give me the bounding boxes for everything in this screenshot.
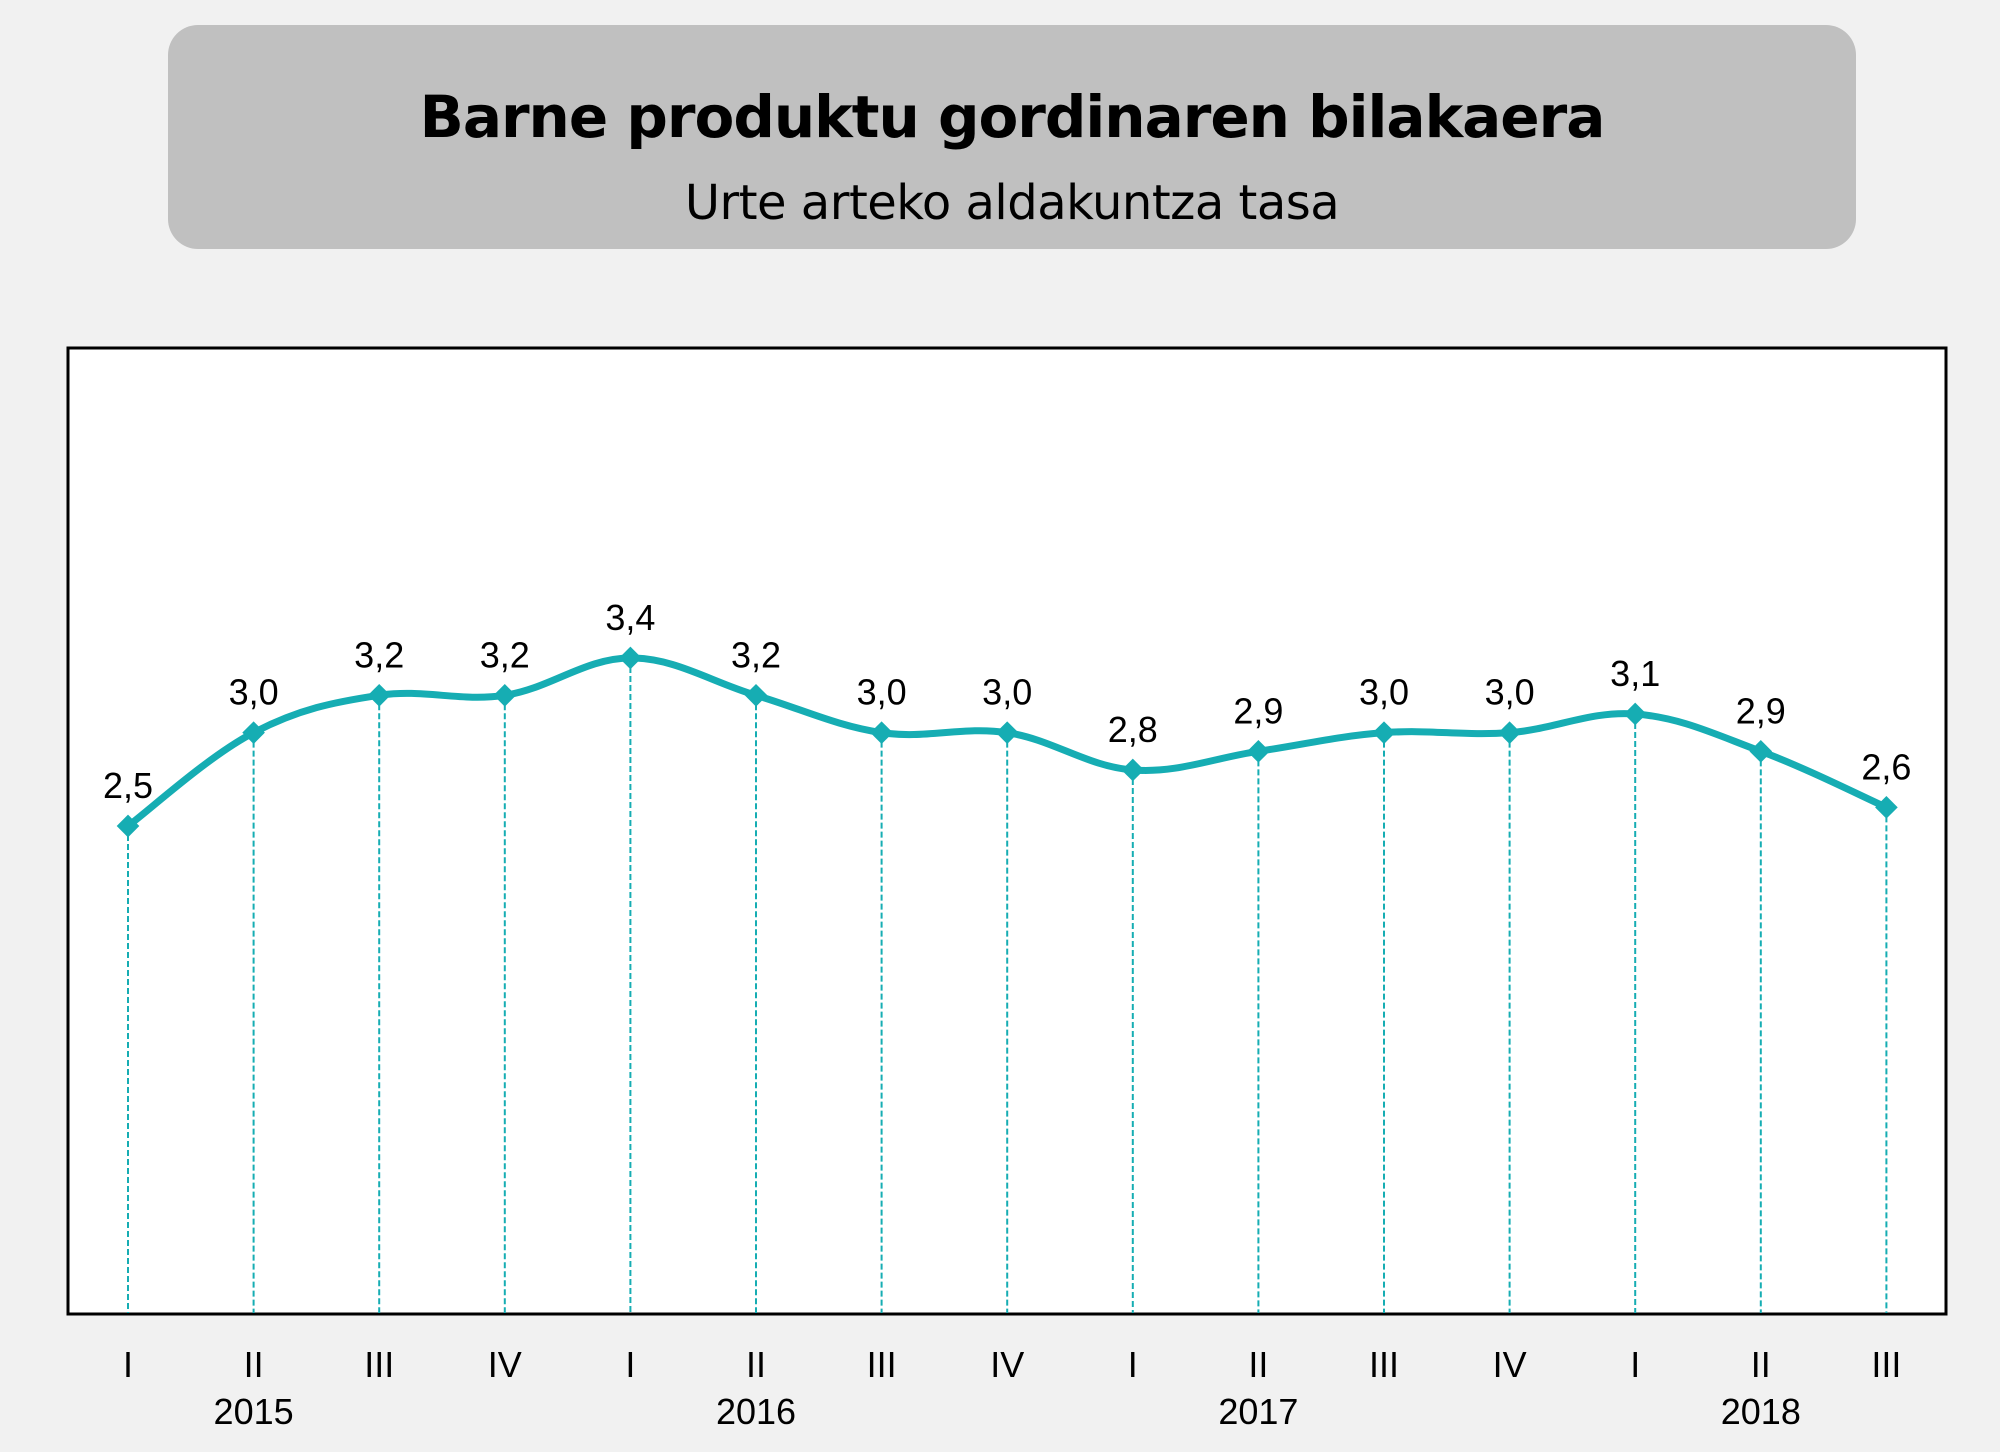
data-label: 3,0 [1485,672,1535,713]
data-label: 2,9 [1233,690,1283,731]
chart-title: Barne produktu gordinaren bilakaera [419,83,1606,151]
x-tick-label: I [1128,1344,1138,1385]
diamond-marker [493,683,517,707]
diamond-marker [995,721,1019,744]
data-label: 3,0 [229,672,279,713]
x-tick-label: II [244,1344,264,1385]
diamond-marker [1247,740,1270,763]
plot-area [66,346,1948,1316]
year-label: 2015 [214,1391,294,1432]
x-tick-label: II [1248,1344,1268,1385]
data-markers [116,646,1898,838]
diamond-marker [744,683,768,707]
x-tick-label: III [1871,1344,1901,1385]
x-tick-label: III [1369,1344,1399,1385]
diamond-marker [1498,721,1521,744]
diamond-marker [1875,796,1898,819]
data-label: 3,4 [605,597,655,638]
chart-subtitle: Urte arteko aldakuntza tasa [684,175,1340,231]
diamond-marker [1372,721,1396,744]
x-tick-label: II [746,1344,766,1385]
x-tick-label: III [364,1344,394,1385]
diamond-marker [1749,740,1773,763]
diamond-marker [619,646,642,670]
data-label: 2,8 [1108,709,1158,750]
data-labels: 2,5 3,0 3,2 3,2 3,4 3,2 3,0 3,0 2,8 2,9 3,0 3,0 3,1 2… [103,597,1911,806]
data-label: 3,2 [480,634,530,675]
diamond-marker [367,683,391,707]
year-label: 2016 [716,1391,796,1432]
x-tick-label: IV [1493,1344,1527,1385]
year-label: 2017 [1218,1391,1298,1432]
diamond-marker [1121,758,1145,782]
x-tick-label: II [1751,1344,1771,1385]
title-box: Barne produktu gordinaren bilakaera Urte… [168,25,1856,249]
data-label: 3,0 [982,672,1032,713]
drop-lines [127,657,1888,1313]
data-label: 3,2 [354,634,404,675]
diamond-marker [870,721,893,744]
data-label: 3,1 [1610,653,1660,694]
data-label: 3,2 [731,634,781,675]
x-tick-label: I [123,1344,133,1385]
data-label: 2,6 [1861,746,1911,787]
x-tick-label: I [1630,1344,1640,1385]
x-axis-year-labels: 2015 2016 2017 2018 [214,1391,1801,1432]
x-tick-label: I [625,1344,635,1385]
x-axis-quarter-labels: I II III IV I II III IV I II III IV I II III [123,1344,1901,1385]
data-label: 2,5 [103,765,153,806]
x-tick-label: III [867,1344,897,1385]
data-label: 3,0 [1359,672,1409,713]
year-label: 2018 [1721,1391,1801,1432]
diamond-marker [1623,702,1647,726]
x-tick-label: IV [488,1344,522,1385]
data-label: 2,9 [1736,690,1786,731]
data-label: 3,0 [857,672,907,713]
x-tick-label: IV [990,1344,1024,1385]
